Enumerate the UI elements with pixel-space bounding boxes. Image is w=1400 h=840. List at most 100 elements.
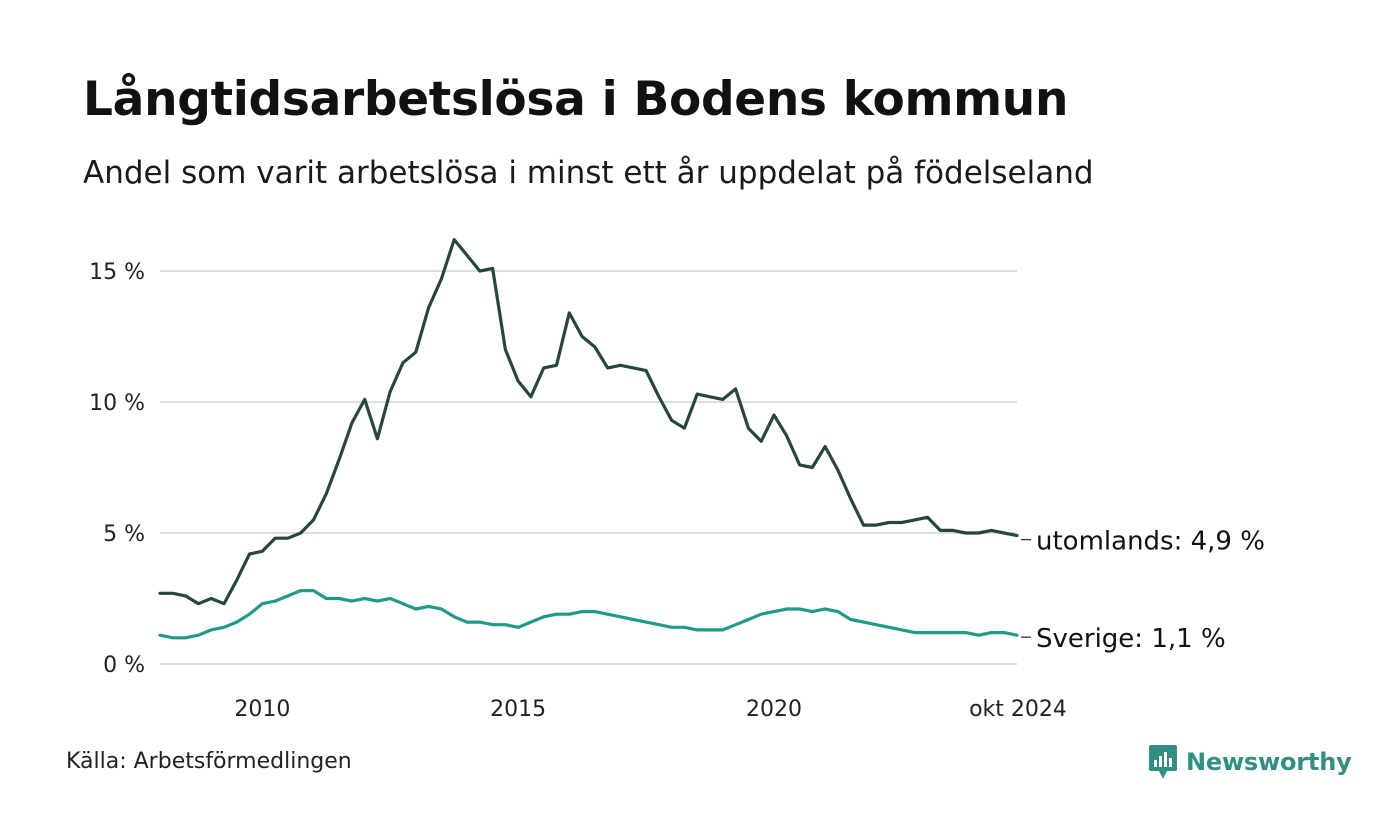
- y-tick-label: 0 %: [103, 653, 145, 678]
- newsworthy-logo[interactable]: Newsworthy: [1148, 742, 1352, 782]
- x-tick-label: 2010: [234, 697, 290, 722]
- data-point: [287, 537, 289, 540]
- data-point: [197, 634, 200, 636]
- data-point: [415, 608, 417, 610]
- data-point: [171, 637, 174, 639]
- data-point: [363, 398, 366, 401]
- data-point: [875, 623, 878, 626]
- data-point: [210, 597, 212, 600]
- data-point: [888, 626, 890, 629]
- data-point: [402, 602, 404, 605]
- data-point: [760, 613, 762, 616]
- data-point: [376, 600, 379, 602]
- data-point: [530, 395, 532, 398]
- series-line-utomlands: [158, 238, 1019, 606]
- data-point: [197, 602, 200, 605]
- data-point: [760, 440, 762, 443]
- data-point: [389, 597, 392, 600]
- data-point: [517, 626, 519, 629]
- data-point: [952, 529, 954, 532]
- data-point: [939, 631, 942, 634]
- y-tick-label: 15 %: [89, 260, 145, 285]
- data-point: [939, 529, 942, 532]
- data-point: [312, 589, 315, 592]
- data-point: [491, 267, 494, 270]
- data-point: [159, 592, 161, 595]
- data-point: [478, 270, 481, 272]
- data-point: [990, 631, 993, 634]
- data-point: [453, 616, 455, 618]
- data-point: [402, 361, 404, 364]
- data-point: [184, 595, 187, 597]
- data-point: [901, 629, 903, 631]
- data-point: [913, 631, 916, 634]
- data-point: [773, 414, 775, 416]
- series-lines: [158, 238, 1019, 640]
- data-point: [504, 623, 507, 626]
- data-point: [581, 610, 583, 613]
- data-point: [632, 367, 635, 369]
- data-point: [235, 579, 238, 581]
- data-point: [645, 369, 647, 372]
- data-point: [798, 608, 801, 610]
- data-point: [888, 521, 890, 524]
- data-point: [581, 335, 583, 338]
- data-point: [1016, 534, 1018, 537]
- end-label-utomlands: utomlands: 4,9 %: [1036, 527, 1265, 557]
- data-point: [171, 592, 174, 595]
- data-point: [453, 238, 455, 241]
- data-point: [606, 367, 609, 369]
- data-point: [632, 618, 635, 621]
- data-point: [1003, 631, 1006, 634]
- y-tick-label: 10 %: [89, 391, 145, 416]
- data-point: [913, 519, 916, 521]
- data-point: [555, 364, 558, 367]
- data-point: [223, 626, 225, 629]
- data-point: [734, 623, 737, 626]
- data-point: [901, 521, 903, 524]
- data-point: [299, 589, 302, 592]
- x-tick-label: 2020: [746, 697, 802, 722]
- data-point: [837, 610, 839, 613]
- data-point: [261, 550, 264, 553]
- data-point: [824, 445, 826, 448]
- data-point: [658, 623, 660, 626]
- data-point: [491, 623, 494, 626]
- x-axis-ticks: 2010 2015 2020 okt 2024: [234, 697, 1067, 722]
- data-point: [299, 532, 302, 534]
- y-tick-label: 5 %: [103, 522, 145, 547]
- data-point: [837, 469, 839, 471]
- data-point: [159, 634, 161, 636]
- data-point: [184, 637, 187, 639]
- data-point: [798, 464, 801, 466]
- data-point: [287, 595, 289, 597]
- data-point: [466, 254, 468, 257]
- gridlines: [160, 270, 1017, 665]
- data-point: [274, 600, 276, 602]
- data-point: [415, 351, 417, 354]
- data-point: [223, 602, 225, 605]
- data-point: [977, 634, 980, 636]
- series-line-sverige: [158, 588, 1019, 640]
- data-point: [696, 393, 699, 395]
- data-point: [1003, 532, 1006, 534]
- y-axis-ticks: 0 % 5 % 10 % 15 %: [89, 260, 145, 678]
- data-point: [517, 380, 519, 382]
- data-point: [440, 278, 443, 280]
- brand-name: Newsworthy: [1186, 748, 1352, 776]
- data-point: [478, 621, 481, 623]
- data-point: [466, 621, 468, 623]
- data-point: [261, 602, 264, 605]
- data-point: [722, 398, 724, 401]
- data-point: [952, 631, 954, 634]
- data-point: [965, 631, 967, 634]
- data-point: [658, 395, 660, 398]
- data-point: [619, 616, 622, 618]
- data-point: [696, 629, 699, 631]
- x-tick-label: 2015: [490, 697, 546, 722]
- data-point: [785, 435, 788, 437]
- data-point: [683, 626, 686, 629]
- data-point: [606, 613, 609, 616]
- data-point: [427, 605, 430, 608]
